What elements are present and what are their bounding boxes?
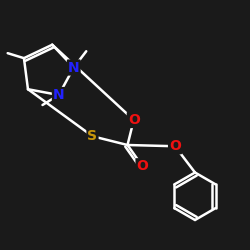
- Text: N: N: [53, 88, 64, 102]
- Text: O: O: [136, 159, 148, 173]
- Text: O: O: [128, 113, 140, 127]
- Text: N: N: [68, 60, 80, 74]
- Text: O: O: [169, 139, 181, 153]
- Text: S: S: [88, 129, 98, 143]
